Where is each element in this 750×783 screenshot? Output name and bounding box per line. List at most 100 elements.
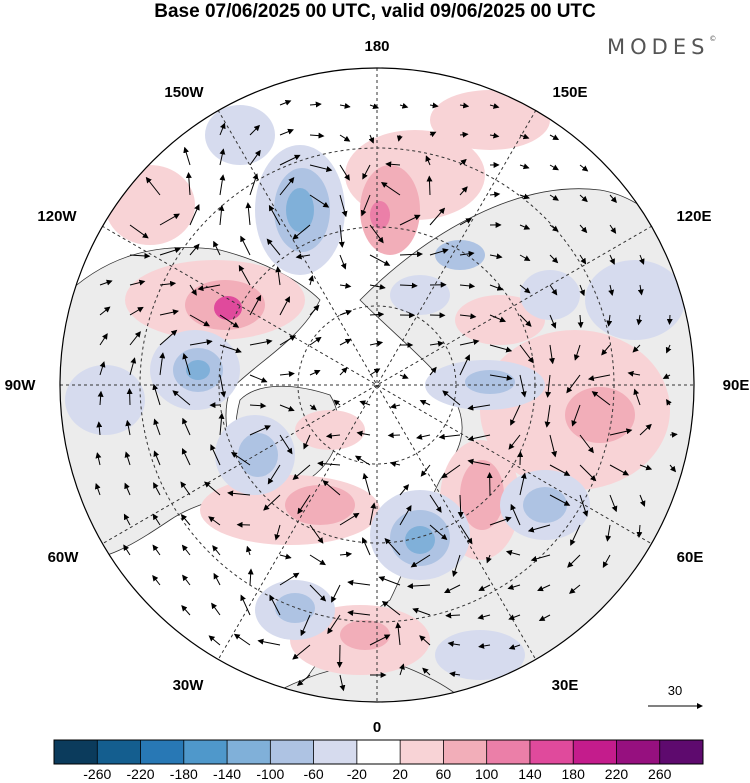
wind-arrow <box>545 374 552 398</box>
wind-arrow <box>489 374 513 381</box>
wind-arrow <box>567 554 581 568</box>
wind-arrow <box>245 545 252 556</box>
wind-arrow <box>172 390 191 406</box>
wind-arrow <box>579 464 597 482</box>
wind-arrow <box>608 284 615 296</box>
wind-arrow <box>309 524 324 544</box>
wind-arrow <box>467 434 491 442</box>
colorbar-segment <box>140 740 185 764</box>
wind-arrow <box>309 404 317 411</box>
wind-arrow <box>339 309 353 316</box>
wind-arrow <box>99 306 111 316</box>
wind-arrow <box>369 254 391 266</box>
wind-arrow <box>189 284 197 296</box>
wind-arrow <box>279 553 292 560</box>
wind-arrow <box>609 428 633 436</box>
wind-arrow <box>292 644 311 660</box>
wind-arrow <box>519 193 530 200</box>
reference-vector-label: 30 <box>668 683 682 698</box>
wind-arrow <box>96 421 103 436</box>
wind-arrow <box>389 461 401 467</box>
wind-arrow <box>425 155 432 166</box>
wind-arrow <box>444 584 461 594</box>
wind-arrow <box>219 344 242 354</box>
lon-label-60e: 60E <box>677 549 704 566</box>
wind-arrow <box>129 306 144 316</box>
colorbar-segment <box>356 740 401 764</box>
wind-arrow <box>486 554 492 564</box>
wind-arrow <box>606 314 613 327</box>
wind-arrow <box>300 614 311 637</box>
wind-arrow <box>410 554 431 568</box>
wind-arrow <box>549 494 571 506</box>
wind-arrow <box>609 254 615 265</box>
wind-arrow <box>309 304 320 316</box>
wind-arrow <box>412 607 431 616</box>
wind-arrow <box>362 164 371 180</box>
wind-arrow <box>669 464 677 473</box>
wind-arrow <box>279 177 295 196</box>
colorbar-frame <box>53 739 704 765</box>
wind-arrow <box>240 235 251 256</box>
wind-arrow <box>429 524 448 541</box>
wind-arrow <box>407 583 431 590</box>
wind-arrow <box>637 284 644 296</box>
wind-arrow <box>591 391 611 406</box>
wind-arrow <box>369 634 391 646</box>
lon-label-150w: 150W <box>164 84 204 101</box>
wind-arrow <box>99 333 108 346</box>
wind-arrow <box>227 490 251 497</box>
wind-arrow <box>339 551 353 558</box>
colorbar-tick-label: 140 <box>518 766 542 782</box>
wind-arrow <box>384 537 401 556</box>
wind-arrow <box>247 568 254 586</box>
wind-arrow <box>665 344 672 354</box>
wind-arrow <box>549 434 558 458</box>
wind-arrow <box>240 594 251 616</box>
wind-arrow <box>309 584 327 602</box>
wind-arrow <box>266 238 281 256</box>
lon-label-90w: 90W <box>5 377 37 394</box>
wind-arrow <box>459 313 477 320</box>
wind-arrow <box>478 642 491 649</box>
wind-arrow <box>669 431 678 438</box>
wind-arrow <box>95 452 102 466</box>
colorbar-segment <box>313 740 358 764</box>
wind-arrow <box>126 388 133 406</box>
wind-arrow <box>303 434 311 450</box>
wind-arrow <box>279 371 295 378</box>
wind-arrow <box>399 505 412 526</box>
wind-arrow <box>549 314 557 329</box>
wind-arrow <box>279 154 301 166</box>
colorbar-tick-label: 100 <box>475 766 499 782</box>
wind-arrow <box>189 339 213 346</box>
wind-arrow <box>519 133 530 140</box>
wind-arrow <box>662 373 671 379</box>
wind-arrow <box>212 545 221 556</box>
wind-arrow <box>579 194 588 203</box>
wind-arrow <box>338 224 345 248</box>
wind-arrow <box>325 432 341 439</box>
colorbar-tick-label: -140 <box>213 766 241 782</box>
wind-arrow <box>369 103 380 110</box>
wind-arrow <box>395 622 402 646</box>
wind-arrow <box>279 572 300 586</box>
wind-arrow <box>609 464 630 476</box>
wind-arrow <box>457 494 464 518</box>
wind-arrow <box>447 641 461 647</box>
wind-arrow <box>381 600 401 616</box>
wind-arrow <box>129 357 137 376</box>
wind-arrow <box>477 613 491 620</box>
wind-arrow <box>459 131 469 138</box>
wind-arrow <box>347 610 371 616</box>
wind-arrow <box>442 390 461 406</box>
colorbar-segment <box>659 740 704 764</box>
wind-arrow <box>627 370 641 377</box>
wind-arrow <box>459 524 473 545</box>
wind-arrow <box>489 191 501 198</box>
wind-arrow <box>125 419 132 436</box>
wind-arrow <box>636 314 643 326</box>
wind-arrow <box>189 243 200 256</box>
wind-arrow <box>339 254 347 270</box>
